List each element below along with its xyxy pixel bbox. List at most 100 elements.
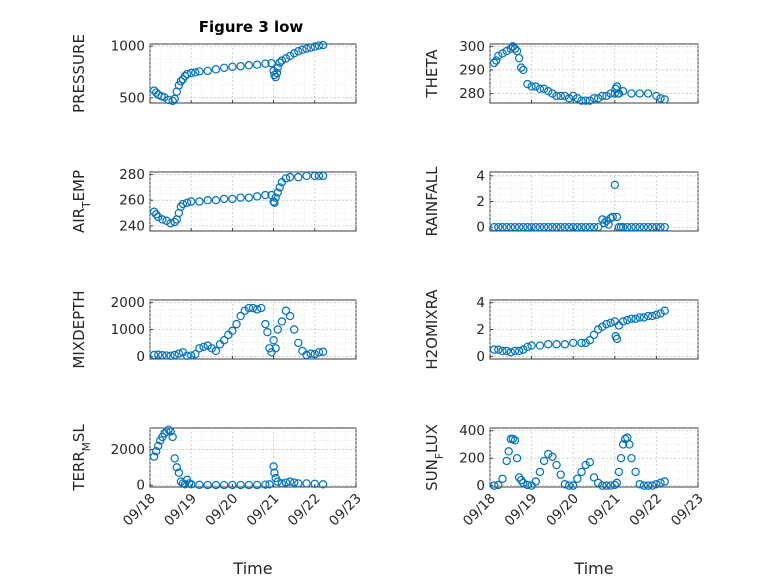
y-axis-label: TERRMSL <box>70 424 93 492</box>
data-point <box>219 63 229 73</box>
data-point <box>207 344 216 353</box>
data-point <box>285 311 295 321</box>
x-tick-label: 09/22 <box>285 491 324 530</box>
data-point <box>535 467 545 477</box>
data-point <box>560 340 570 349</box>
data-point <box>581 222 590 232</box>
x-tick-label: 09/21 <box>585 491 624 530</box>
data-point <box>510 222 520 232</box>
data-point <box>252 480 262 490</box>
data-point <box>608 212 617 222</box>
data-point <box>186 351 196 360</box>
data-point <box>164 95 173 105</box>
data-point <box>527 82 536 91</box>
x-axis-label: Time <box>232 559 272 578</box>
data-point <box>504 447 513 456</box>
data-point <box>203 66 212 76</box>
data-point <box>539 456 549 466</box>
data-point <box>236 193 245 202</box>
data-point <box>252 60 262 69</box>
data-point <box>577 467 586 477</box>
data-point <box>248 303 258 313</box>
data-point <box>510 44 520 53</box>
y-tick-label: 300 <box>459 39 485 55</box>
y-tick-label: 2000 <box>111 442 145 458</box>
x-tick-label: 09/19 <box>161 491 200 530</box>
data-point <box>310 171 319 181</box>
data-point <box>614 89 624 98</box>
data-point <box>318 171 328 181</box>
data-point <box>560 480 570 489</box>
x-tick-label: 09/23 <box>668 491 707 530</box>
data-point <box>285 477 295 486</box>
figure-title: Figure 3 low <box>199 18 304 36</box>
data-point <box>618 86 628 96</box>
data-point <box>244 61 254 70</box>
data-point <box>168 432 177 442</box>
data-point <box>600 219 609 228</box>
data-point <box>612 334 622 344</box>
data-point <box>535 222 545 232</box>
data-point <box>652 310 661 319</box>
data-point <box>618 222 628 232</box>
data-point <box>285 172 295 182</box>
x-tick-label: 09/23 <box>326 491 365 530</box>
data-point <box>589 222 599 232</box>
y-axis-label: RAINFALL <box>423 166 441 237</box>
data-point <box>176 77 186 86</box>
data-point <box>228 326 237 336</box>
subplot-mixdepth: 0 1000 2000 MIXDEPTH <box>70 290 357 369</box>
data-point <box>652 222 661 232</box>
data-point <box>203 341 212 350</box>
data-point <box>166 427 175 436</box>
plot-area <box>149 43 357 104</box>
data-point <box>306 43 315 52</box>
data-point <box>523 480 532 490</box>
data-point <box>314 171 324 181</box>
data-point <box>517 63 526 72</box>
data-point <box>186 197 196 206</box>
data-point <box>164 425 173 434</box>
data-point <box>625 440 634 449</box>
data-point <box>191 68 200 77</box>
data-point <box>585 96 595 105</box>
data-point <box>498 346 507 356</box>
data-point <box>178 199 188 209</box>
data-point <box>548 452 557 462</box>
data-point <box>585 222 595 232</box>
data-point <box>306 349 315 358</box>
data-point <box>639 313 649 322</box>
data-point <box>294 338 303 348</box>
subplot-sunflux: 0 200 400 09/18 09/19 09/20 09/21 09/22 09/23 Tim… <box>423 423 707 578</box>
data-point <box>174 468 184 477</box>
data-point <box>170 350 179 360</box>
data-point <box>606 213 615 223</box>
data-point <box>616 453 626 463</box>
data-point <box>610 480 620 490</box>
data-point <box>652 91 661 101</box>
subplot-airtemp: 240 260 280 AIRTEMP <box>70 167 357 234</box>
data-point <box>494 345 503 354</box>
y-tick-label: 0 <box>476 220 485 236</box>
data-point <box>277 317 287 326</box>
data-point <box>158 351 167 360</box>
data-point <box>548 222 557 232</box>
data-point <box>489 58 499 68</box>
data-point <box>623 222 632 232</box>
data-point <box>593 478 603 488</box>
data-point <box>552 340 561 349</box>
data-point <box>631 222 640 232</box>
data-point <box>535 341 545 350</box>
data-point <box>170 454 179 463</box>
data-point <box>172 463 181 472</box>
data-point <box>275 58 284 67</box>
data-point <box>573 94 582 103</box>
y-axis-label: THETA <box>423 49 441 99</box>
y-tick-label: 1000 <box>111 39 145 55</box>
data-point <box>162 427 171 436</box>
data-point <box>270 468 279 477</box>
data-point <box>560 91 570 101</box>
data-point <box>271 193 280 202</box>
data-point <box>648 311 657 321</box>
data-point <box>203 196 212 205</box>
